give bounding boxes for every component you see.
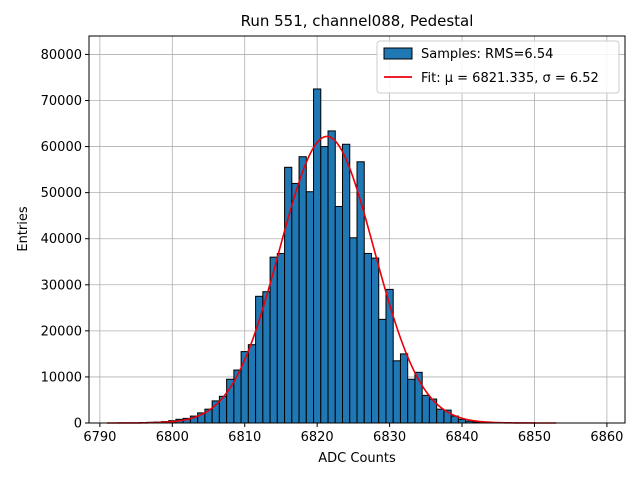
histogram-bar [240, 351, 249, 424]
x-tick-label-7: 6860 [590, 430, 623, 445]
legend-label-samples: Samples: RMS=6.54 [421, 47, 553, 62]
histogram-bar [334, 205, 344, 424]
histogram-bar [226, 378, 235, 424]
y-axis-title: Entries [16, 206, 31, 252]
chart-title: Run 551, channel088, Pedestal [241, 12, 474, 30]
histogram-bar [421, 394, 430, 424]
histogram-bar [305, 191, 315, 424]
histogram-bar [407, 378, 416, 424]
y-tick-label-1: 10000 [41, 370, 82, 385]
y-tick-label-5: 50000 [41, 186, 82, 201]
histogram-bar [233, 369, 242, 424]
histogram-bar [349, 237, 358, 424]
y-tick-label-7: 70000 [41, 94, 82, 109]
histogram-bar [262, 291, 271, 424]
y-tick-label-4: 40000 [41, 232, 82, 247]
histogram-bar [298, 156, 307, 424]
histogram-bar [255, 295, 264, 424]
histogram-bar [327, 130, 336, 424]
histogram-bar [363, 252, 372, 424]
legend: Samples: RMS=6.54 Fit: μ = 6821.335, σ =… [376, 40, 620, 94]
x-tick-label-4: 6830 [373, 430, 406, 445]
x-tick-label-0: 6790 [83, 430, 116, 445]
y-axis-ticks: 0 10000 20000 30000 40000 50000 60000 70000 8000… [41, 48, 89, 432]
histogram-bar [392, 360, 401, 424]
plot-frame [88, 35, 626, 424]
legend-label-fit: Fit: μ = 6821.335, σ = 6.52 [421, 71, 599, 86]
legend-box [376, 40, 620, 94]
fit-curve [107, 135, 557, 424]
y-tick-label-8: 80000 [41, 48, 82, 63]
y-tick-label-2: 20000 [41, 324, 82, 339]
x-tick-label-5: 6840 [445, 430, 478, 445]
histogram-bar [385, 288, 394, 424]
histogram-bar [247, 344, 257, 424]
y-tick-label-6: 60000 [41, 140, 82, 155]
histogram-bar [436, 408, 445, 424]
x-axis-title: ADC Counts [318, 451, 396, 466]
x-tick-label-3: 6820 [301, 430, 334, 445]
histogram-bar [457, 418, 467, 424]
legend-swatch-samples [383, 47, 413, 60]
y-tick-label-3: 30000 [41, 278, 82, 293]
histogram-bar [370, 257, 380, 424]
histogram-bar [320, 146, 329, 424]
histogram-bar [342, 143, 351, 424]
histogram-bar [284, 166, 293, 424]
y-tick-label-0: 0 [74, 417, 82, 432]
histogram-bar [399, 353, 409, 424]
x-axis-ticks: 6790 6800 6810 6820 6830 6840 6850 6860 [83, 423, 623, 445]
x-tick-label-6: 6850 [518, 430, 551, 445]
histogram-bar [276, 252, 286, 424]
x-tick-label-2: 6810 [228, 430, 261, 445]
histogram-bar [378, 318, 387, 424]
histogram-bar [291, 182, 300, 424]
x-tick-label-1: 6800 [156, 430, 189, 445]
